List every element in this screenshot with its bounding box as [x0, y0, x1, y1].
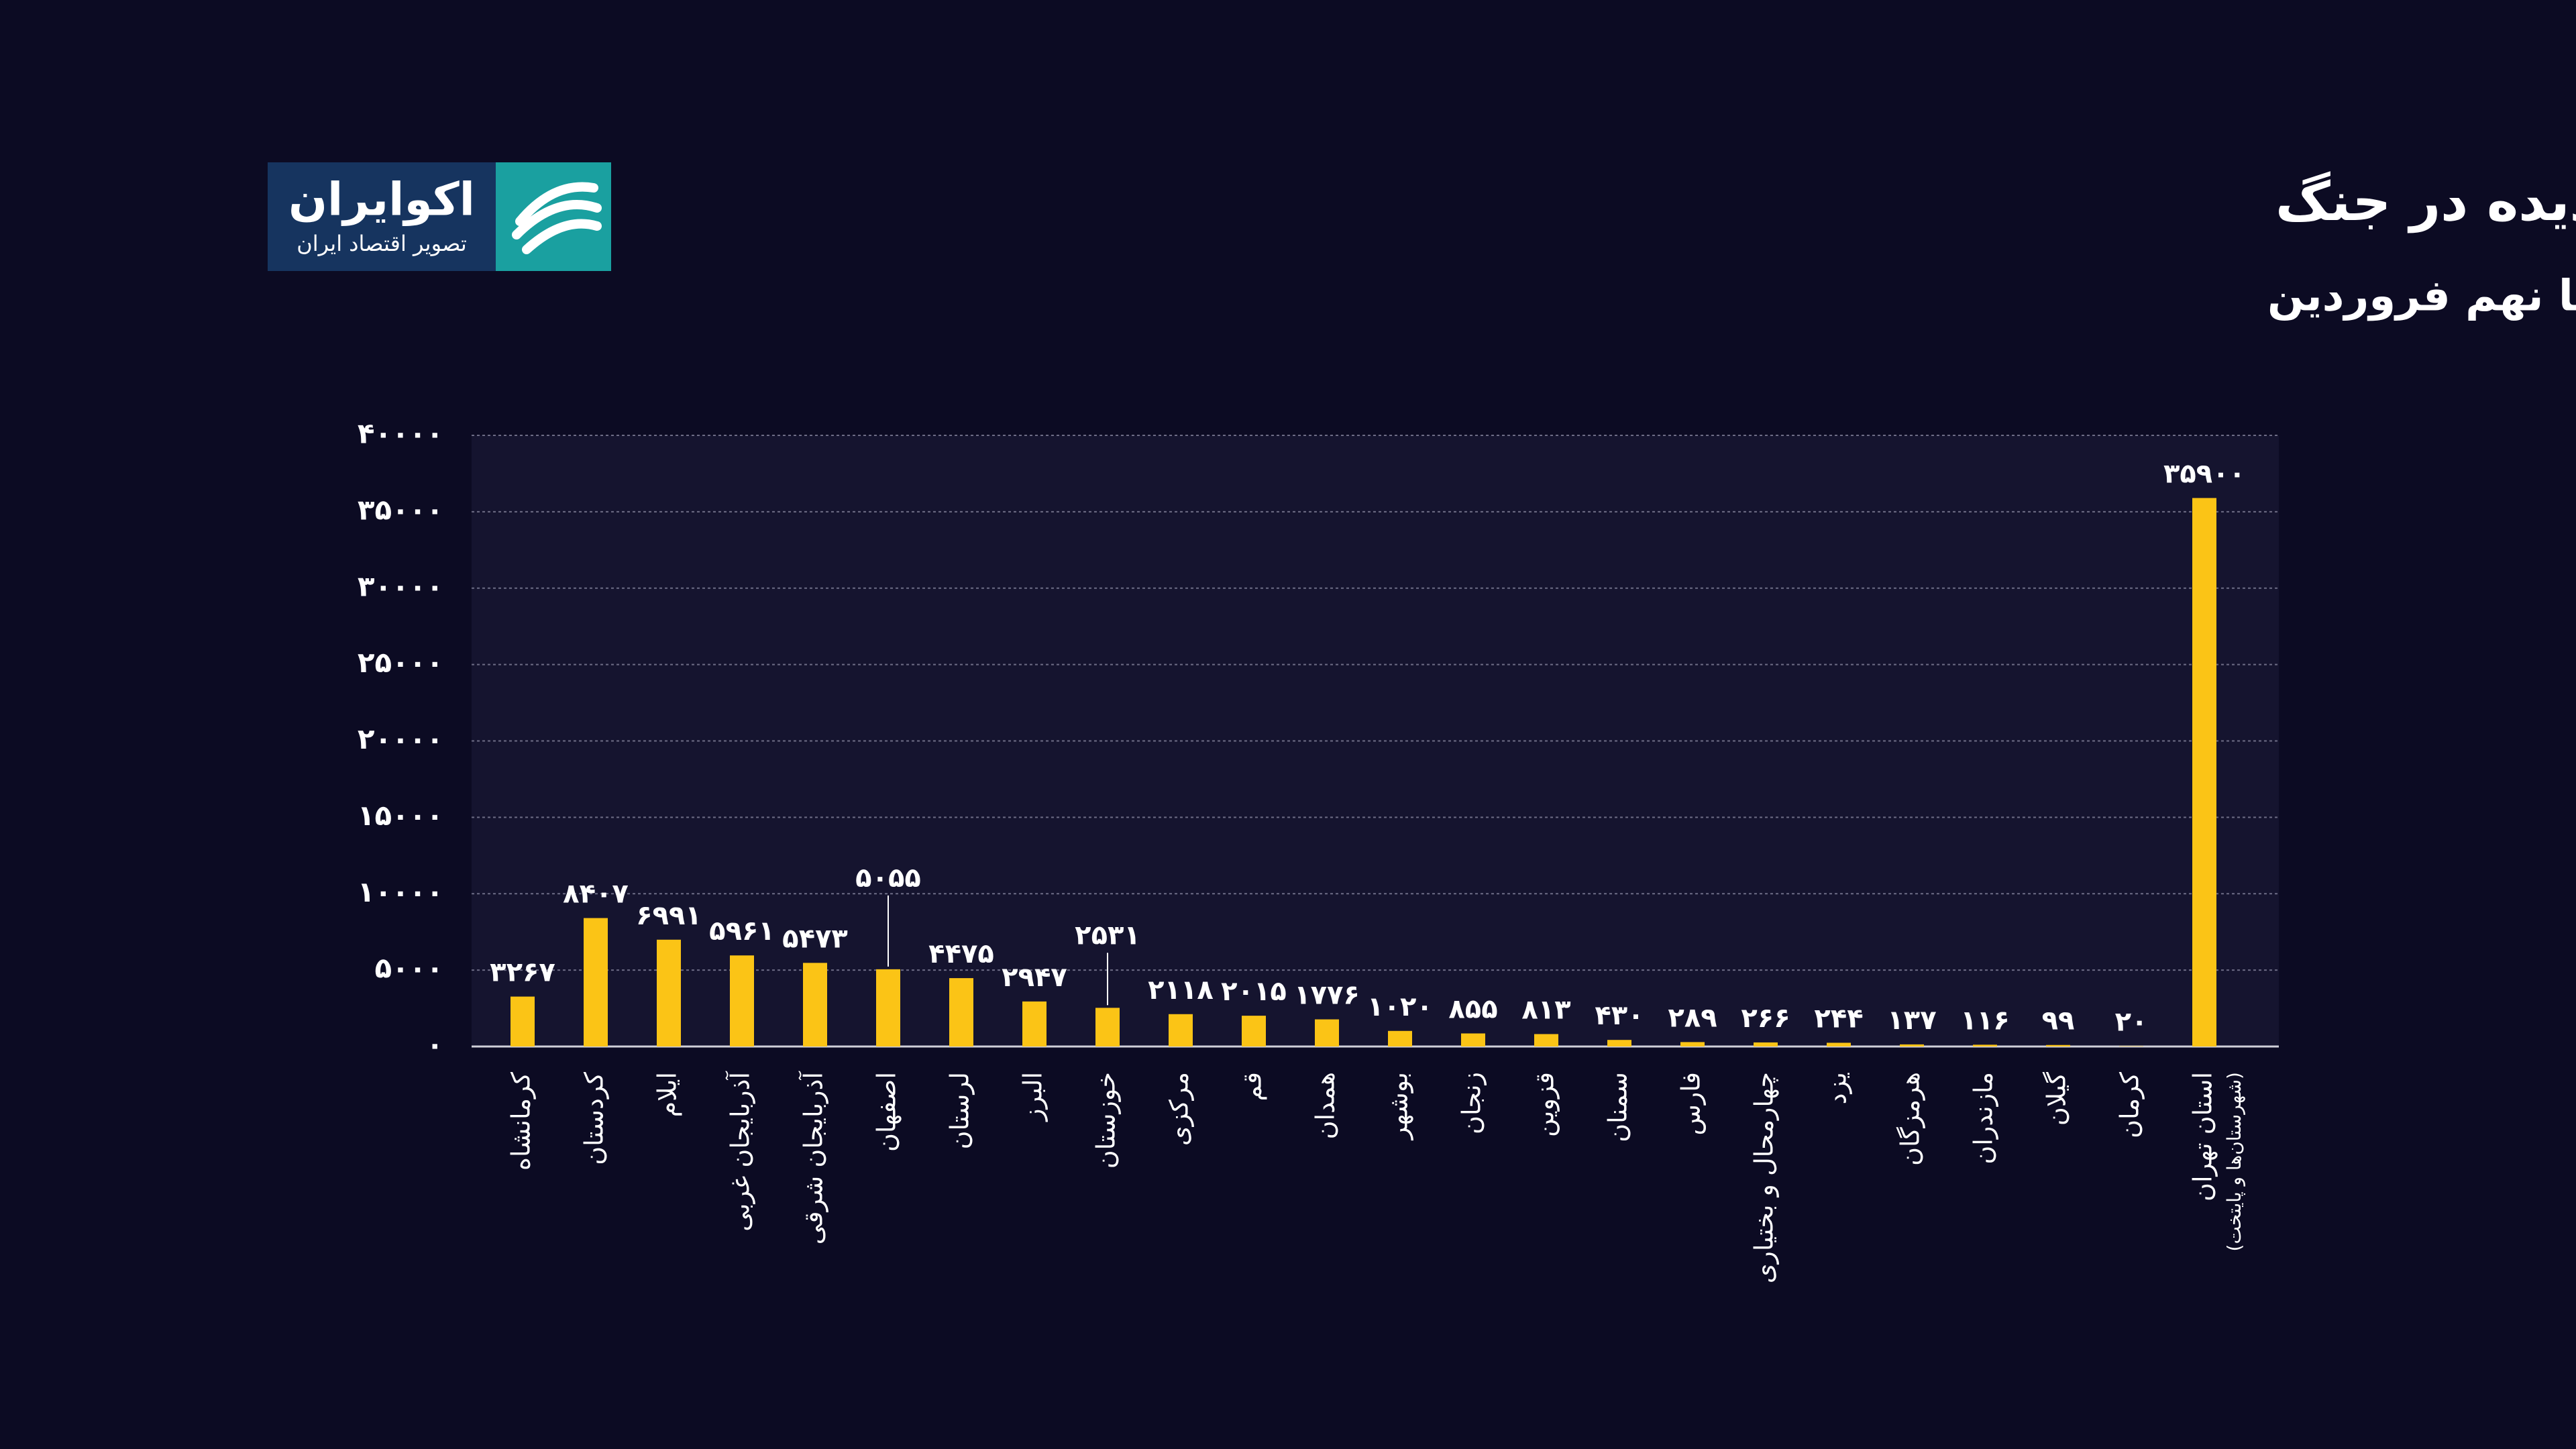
bar	[1242, 1016, 1266, 1046]
x-tick-label: همدان	[1311, 1072, 1340, 1139]
y-tick-label: ۳۵۰۰۰	[358, 493, 443, 526]
value-label: ۳۲۶۷	[490, 957, 555, 988]
x-tick-label: مازندران	[1969, 1072, 1998, 1165]
bar	[1461, 1033, 1485, 1046]
x-tick-label: قزوین	[1530, 1072, 1560, 1137]
value-label: ۲۰۱۵	[1221, 976, 1287, 1007]
brand-tagline: تصویر اقتصاد ایران	[297, 231, 467, 256]
value-label: ۲۰	[2115, 1007, 2148, 1038]
x-tick-label: البرز	[1018, 1072, 1049, 1122]
x-tick-label: کرمان	[2115, 1071, 2145, 1138]
value-label: ۱۳۷	[1887, 1005, 1936, 1036]
bar	[1607, 1040, 1631, 1046]
y-tick-label: ۵۰۰۰	[374, 952, 443, 985]
value-label: ۲۸۹	[1668, 1002, 1717, 1033]
x-tick-label: استان تهران	[2188, 1072, 2218, 1201]
value-label: ۸۴۰۷	[563, 879, 629, 910]
value-label: ۲۴۴	[1814, 1003, 1863, 1034]
y-tick-label: ۲۰۰۰۰	[358, 722, 443, 755]
bar	[1973, 1044, 1997, 1046]
bar	[1754, 1042, 1778, 1046]
x-tick-label: گیلان	[2042, 1071, 2072, 1126]
chart-subtitle: اسفند تا نهم فروردین	[2267, 272, 2576, 321]
value-label: ۲۶۶	[1741, 1003, 1790, 1034]
value-label: ۶۹۹۱	[636, 900, 702, 931]
bar	[730, 955, 754, 1046]
bar	[2046, 1044, 2070, 1046]
x-tick-label: اصفهان	[872, 1072, 902, 1152]
x-tick-label: آذربایجان شرقی	[798, 1071, 829, 1245]
bar	[1534, 1034, 1558, 1046]
bar	[1680, 1042, 1705, 1046]
bar	[657, 939, 681, 1046]
bar	[803, 963, 827, 1046]
value-label: ۴۴۷۵	[928, 938, 994, 969]
x-tick-label: کرمانشاه	[506, 1071, 537, 1171]
x-tick-label: ایلام	[653, 1072, 682, 1117]
value-label: ۸۱۳	[1521, 994, 1570, 1025]
x-tick-label: خوزستان	[1091, 1072, 1122, 1169]
y-tick-label: ۳۰۰۰۰	[358, 570, 443, 602]
bar	[1315, 1019, 1339, 1046]
chart-title: تصویر استانی از خانه های آسیب دیده در جن…	[2275, 168, 2576, 233]
value-label: ۹۹	[2042, 1006, 2075, 1036]
x-tick-label: هرمزگان	[1896, 1072, 1926, 1166]
x-tick-label: مرکزی	[1165, 1072, 1195, 1146]
value-label: ۱۱۶	[1960, 1005, 2009, 1036]
bar	[584, 918, 608, 1046]
value-label: ۵۹۶۱	[709, 916, 775, 947]
x-tick-label: کردستان	[580, 1071, 610, 1165]
x-tick-label: لرستان	[945, 1072, 975, 1149]
x-tick-label: فارس	[1676, 1072, 1706, 1135]
x-tick-label: بوشهر	[1384, 1072, 1414, 1141]
value-label: ۸۵۵	[1448, 994, 1497, 1025]
logo: اکوایران تصویر اقتصاد ایران	[268, 162, 611, 271]
value-label: ۵۴۷۳	[782, 923, 848, 954]
y-tick-label: ۱۵۰۰۰	[358, 799, 443, 832]
bar	[1169, 1014, 1193, 1046]
brand-name: اکوایران	[288, 174, 475, 227]
value-label: ۲۹۴۷	[1002, 962, 1067, 993]
y-tick-label: ۲۵۰۰۰	[358, 646, 443, 679]
value-label: ۱۰۲۰	[1367, 991, 1433, 1022]
category-note: (شهرستان‌ها و پایتخت)	[2223, 1072, 2245, 1251]
bar	[1388, 1030, 1412, 1046]
value-label: ۱۷۷۶	[1294, 980, 1360, 1011]
logo-icon-box	[496, 162, 611, 271]
bar	[1827, 1042, 1851, 1046]
y-tick-label: ۰	[426, 1028, 443, 1061]
logo-box	[268, 162, 496, 271]
value-label: ۲۵۳۱	[1075, 920, 1140, 951]
value-label: ۲۱۱۸	[1148, 975, 1214, 1006]
value-label: ۳۵۹۰۰	[2163, 458, 2245, 489]
logo-icon	[512, 182, 602, 254]
bar	[876, 969, 900, 1046]
x-tick-label: سمنان	[1603, 1072, 1633, 1142]
y-tick-label: ۴۰۰۰۰	[358, 417, 443, 450]
bar	[1022, 1001, 1046, 1046]
y-tick-label: ۱۰۰۰۰	[358, 875, 443, 908]
bar	[1900, 1044, 1924, 1046]
bar	[949, 978, 973, 1046]
bar	[2192, 498, 2216, 1046]
x-tick-label: قم	[1238, 1072, 1267, 1101]
x-tick-label: یزد	[1823, 1072, 1853, 1104]
x-tick-label: آذربایجان غربی	[725, 1071, 756, 1232]
x-tick-label: چهارمحال و بختیاری	[1750, 1072, 1780, 1283]
bar	[1095, 1008, 1120, 1046]
bar	[511, 996, 535, 1046]
x-tick-label: زنجان	[1457, 1072, 1487, 1134]
value-label: ۵۰۵۵	[855, 863, 921, 894]
value-label: ۴۳۰	[1595, 1000, 1644, 1031]
